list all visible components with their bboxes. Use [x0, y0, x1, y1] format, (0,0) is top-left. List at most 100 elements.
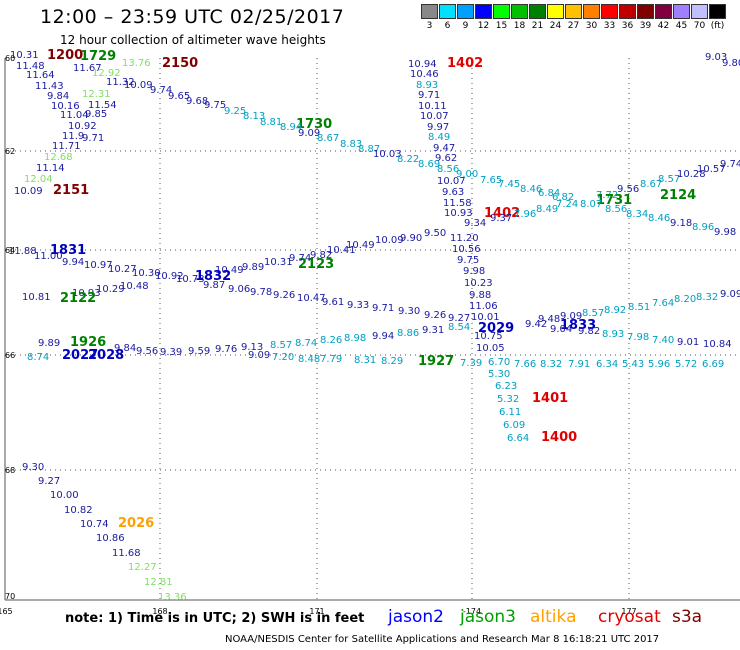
- wave-height-value: 9.80: [722, 58, 740, 69]
- lon-tick-label: 168: [152, 607, 167, 616]
- legend-label: 21: [531, 21, 544, 31]
- legend-label: 36: [621, 21, 634, 31]
- wave-height-value: 9.31: [422, 325, 444, 336]
- pass-time-label: 1729: [80, 49, 116, 64]
- wave-height-value: 8.96: [692, 222, 714, 233]
- wave-height-value: 9.47: [433, 143, 455, 154]
- legend-swatch: [565, 4, 582, 19]
- wave-height-value: 9.25: [224, 106, 246, 117]
- wave-height-value: 10.16: [51, 101, 80, 112]
- legend-label: 6: [444, 21, 451, 31]
- wave-height-value: 9.56: [617, 184, 639, 195]
- wave-height-value: 8.87: [358, 144, 380, 155]
- wave-height-value: 9.48: [538, 314, 560, 325]
- wave-height-value: 8.92: [604, 305, 626, 316]
- wave-height-value: 11.58: [443, 198, 472, 209]
- wave-height-value: 7.96: [514, 209, 536, 220]
- wave-height-value: 8.31: [354, 355, 376, 366]
- wave-height-value: 8.67: [640, 179, 662, 190]
- wave-height-value: 9.39: [160, 347, 182, 358]
- wave-height-value: 9.85: [85, 109, 107, 120]
- wave-height-value: 8.32: [696, 292, 718, 303]
- wave-height-value: 12.04: [24, 174, 53, 185]
- wave-height-value: 9.68: [186, 96, 208, 107]
- wave-height-value: 10.49: [346, 240, 375, 251]
- wave-height-value: 10.46: [410, 69, 439, 80]
- wave-height-value: 6.23: [495, 381, 517, 392]
- wave-height-value: 10.93: [72, 288, 101, 299]
- wave-height-value: 8.48: [298, 354, 320, 365]
- pass-time-label: 2123: [298, 257, 334, 272]
- wave-height-value: 8.13: [243, 111, 265, 122]
- lat-tick-label: 68: [5, 466, 15, 475]
- wave-height-value: 7.24: [556, 199, 578, 210]
- wave-height-value: 8.93: [602, 329, 624, 340]
- wave-height-value: 5.32: [497, 394, 519, 405]
- wave-height-value: 9.59: [188, 346, 210, 357]
- wave-height-value: 9.04: [550, 324, 572, 335]
- legend-cryosat: cryosat: [598, 607, 661, 627]
- wave-height-value: 8.07: [580, 199, 602, 210]
- wave-height-value: 6.34: [596, 359, 618, 370]
- wave-height-value: 9.75: [204, 100, 226, 111]
- legend-label: 15: [495, 21, 508, 31]
- pass-time-label: 1927: [418, 354, 454, 369]
- wave-height-value: 6.11: [499, 407, 521, 418]
- legend-label: 27: [567, 21, 580, 31]
- wave-height-value: 10.57: [697, 164, 726, 175]
- legend-label: 12: [477, 21, 490, 31]
- wave-height-value: 7.91: [568, 359, 590, 370]
- lon-tick-label: 177: [621, 607, 636, 616]
- wave-height-value: 8.57: [582, 308, 604, 319]
- wave-height-value: 12.27: [128, 562, 157, 573]
- wave-height-value: 10.09: [375, 235, 404, 246]
- wave-height-value: 10.48: [120, 281, 149, 292]
- wave-height-value: 9.84: [47, 91, 69, 102]
- wave-height-value: 9.30: [22, 462, 44, 473]
- legend-swatch: [511, 4, 528, 19]
- wave-height-value: 10.27: [108, 264, 137, 275]
- wave-height-value: 7.79: [320, 354, 342, 365]
- wave-height-value: 5.30: [488, 369, 510, 380]
- wave-height-value: 10.94: [408, 59, 437, 70]
- wave-height-value: 10.86: [96, 533, 125, 544]
- pass-time-label: 2029: [478, 321, 514, 336]
- wave-height-value: 8.32: [540, 359, 562, 370]
- wave-height-value: 9.76: [215, 344, 237, 355]
- wave-height-value: 9.42: [525, 319, 547, 330]
- wave-height-value: 11.88: [8, 246, 37, 257]
- legend-swatch: [583, 4, 600, 19]
- lat-tick-label: 70: [5, 592, 15, 601]
- lat-lon-grid: [4, 58, 740, 601]
- wave-height-value: 8.29: [381, 356, 403, 367]
- wave-height-value: 10.84: [703, 339, 732, 350]
- legend-swatch: [691, 4, 708, 19]
- legend-label: 9: [462, 21, 469, 31]
- wave-height-value: 10.31: [264, 257, 293, 268]
- wave-height-value: 9.65: [168, 91, 190, 102]
- legend-label: 42: [657, 21, 670, 31]
- wave-height-value: 10.92: [68, 121, 97, 132]
- wave-height-value: 9.06: [228, 284, 250, 295]
- legend-swatch: [709, 4, 726, 19]
- lon-tick-label: 171: [309, 607, 324, 616]
- wave-height-value: 10.81: [22, 292, 51, 303]
- pass-time-label: 1833: [560, 318, 596, 333]
- legend-swatch: [421, 4, 438, 19]
- wave-height-value: 7.64: [652, 298, 674, 309]
- wave-height-value: 8.54: [448, 322, 470, 333]
- legend-altika: altika: [530, 607, 577, 627]
- wave-height-value: 9.37: [490, 213, 512, 224]
- wave-height-value: 9.34: [464, 218, 486, 229]
- wave-height-value: 8.49: [428, 132, 450, 143]
- pass-time-label: 1401: [532, 391, 568, 406]
- axis-labels: 165 168 171 -174 177 60 62 64 66 68 70: [0, 54, 637, 616]
- legend-swatch: [529, 4, 546, 19]
- pass-time-label: 1730: [296, 117, 332, 132]
- wave-height-value: 9.09: [720, 289, 740, 300]
- wave-height-value: 10.49: [215, 265, 244, 276]
- wave-height-value: 11.06: [469, 301, 498, 312]
- wave-height-value: 10.29: [96, 284, 125, 295]
- wave-height-value: 6.70: [488, 357, 510, 368]
